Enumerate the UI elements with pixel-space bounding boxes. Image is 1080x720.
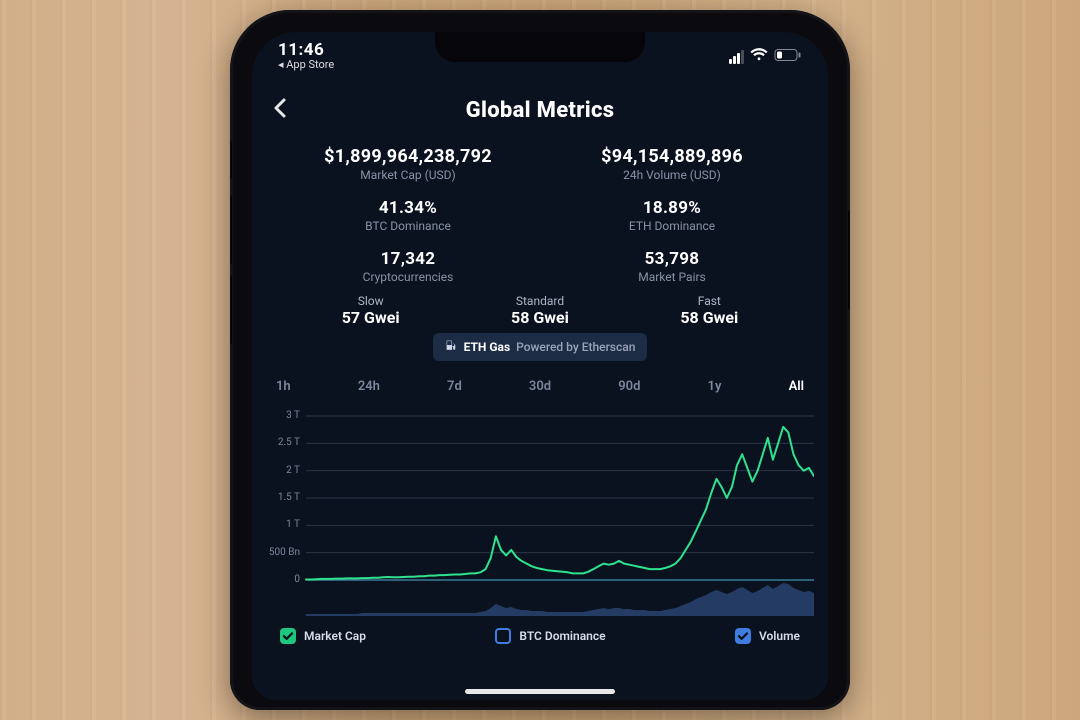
metric-label: BTC Dominance [280, 219, 536, 233]
metric-24h-volume: $94,154,889,896 24h Volume (USD) [540, 140, 804, 192]
y-tick-label: 2 T [266, 465, 300, 476]
legend-volume[interactable]: Volume [735, 628, 800, 644]
range-1h[interactable]: 1h [270, 375, 297, 398]
range-all[interactable]: All [783, 375, 810, 398]
checkbox-icon [280, 628, 296, 644]
checkbox-icon [735, 628, 751, 644]
range-24h[interactable]: 24h [352, 375, 386, 398]
metric-value: $1,899,964,238,792 [280, 146, 536, 167]
metric-value: 18.89% [544, 198, 800, 218]
metric-value: 41.34% [280, 198, 536, 218]
gas-standard: Standard 58 Gwei [455, 294, 624, 327]
metric-label: Market Pairs [544, 270, 800, 284]
battery-icon [774, 48, 802, 62]
metric-cryptocurrencies: 17,342 Cryptocurrencies [276, 243, 540, 294]
metric-label: 24h Volume (USD) [544, 168, 800, 182]
eth-gas-badge[interactable]: ETH Gas Powered by Etherscan [433, 333, 648, 361]
home-indicator[interactable] [465, 689, 615, 694]
phone-frame: 11:46 ◂ App Store [230, 10, 850, 710]
y-tick-label: 2.5 T [266, 437, 300, 448]
marketcap-chart[interactable]: 3 T 2.5 T 2 T 1.5 T 1 T 500 Bn 0 [266, 408, 814, 618]
metric-label: ETH Dominance [544, 219, 800, 233]
metric-label: Cryptocurrencies [280, 270, 536, 284]
gas-fast: Fast 58 Gwei [625, 294, 794, 327]
phone-volume-up [230, 195, 232, 265]
metrics-grid: $1,899,964,238,792 Market Cap (USD) $94,… [252, 132, 828, 361]
checkbox-icon [495, 628, 511, 644]
metric-value: $94,154,889,896 [544, 146, 800, 167]
chart-legend: Market Cap BTC Dominance Volume [252, 618, 828, 644]
legend-marketcap[interactable]: Market Cap [280, 628, 366, 644]
y-tick-label: 1 T [266, 519, 300, 530]
range-1y[interactable]: 1y [702, 375, 728, 398]
metric-btc-dominance: 41.34% BTC Dominance [276, 192, 540, 243]
wifi-icon [750, 48, 768, 62]
legend-label: Volume [759, 629, 800, 643]
y-tick-label: 1.5 T [266, 492, 300, 503]
range-7d[interactable]: 7d [441, 375, 468, 398]
range-30d[interactable]: 30d [523, 375, 557, 398]
phone-power-button [848, 210, 850, 310]
legend-label: Market Cap [304, 629, 366, 643]
screen: 11:46 ◂ App Store [252, 32, 828, 700]
status-back-to-app[interactable]: ◂ App Store [278, 59, 334, 71]
gas-pump-icon [445, 339, 458, 355]
metric-label: Market Cap (USD) [280, 168, 536, 182]
metric-market-cap: $1,899,964,238,792 Market Cap (USD) [276, 140, 540, 192]
phone-mute-switch [230, 140, 232, 180]
gas-slow: Slow 57 Gwei [286, 294, 455, 327]
y-tick-label: 0 [266, 574, 300, 585]
legend-btc-dominance[interactable]: BTC Dominance [495, 628, 605, 644]
metric-market-pairs: 53,798 Market Pairs [540, 243, 804, 294]
badge-weak: Powered by Etherscan [516, 340, 635, 354]
metric-value: 17,342 [280, 249, 536, 269]
legend-label: BTC Dominance [519, 629, 605, 643]
range-90d[interactable]: 90d [612, 375, 646, 398]
desk-background: 11:46 ◂ App Store [0, 0, 1080, 720]
cellular-signal-icon [728, 46, 744, 64]
page-title: Global Metrics [252, 98, 828, 123]
metric-eth-dominance: 18.89% ETH Dominance [540, 192, 804, 243]
y-tick-label: 3 T [266, 410, 300, 421]
time-range-selector: 1h 24h 7d 30d 90d 1y All [252, 361, 828, 404]
nav-bar: Global Metrics [252, 88, 828, 132]
y-tick-label: 500 Bn [266, 547, 300, 558]
notch [435, 32, 645, 62]
badge-strong: ETH Gas [464, 340, 511, 354]
gas-row: Slow 57 Gwei Standard 58 Gwei Fast 58 Gw… [276, 294, 804, 327]
metric-value: 53,798 [544, 249, 800, 269]
phone-volume-down [230, 275, 232, 345]
